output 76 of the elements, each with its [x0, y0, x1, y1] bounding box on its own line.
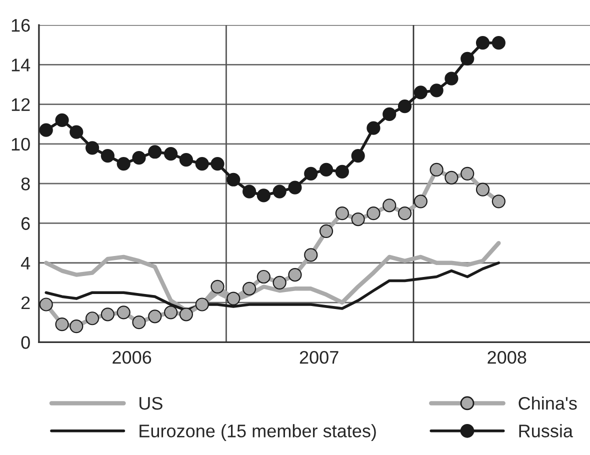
- point: [414, 86, 428, 100]
- point: [116, 306, 130, 320]
- point: [492, 36, 506, 50]
- point: [460, 52, 474, 66]
- point: [319, 162, 334, 177]
- point: [179, 308, 193, 322]
- point: [444, 170, 458, 184]
- point: [476, 36, 490, 50]
- point: [164, 147, 178, 161]
- point: [70, 320, 84, 334]
- point: [39, 123, 53, 137]
- point: [335, 164, 349, 179]
- point: [366, 121, 380, 135]
- point: [304, 248, 318, 262]
- point: [242, 184, 256, 198]
- point: [55, 113, 69, 127]
- x-tick-label: 2008: [488, 350, 526, 364]
- point: [304, 166, 318, 180]
- point: [351, 212, 365, 226]
- point: [492, 194, 506, 208]
- point: [256, 270, 270, 284]
- point: [476, 182, 490, 196]
- y-tick-label: 6: [21, 217, 30, 230]
- x-tick-label: 2007: [300, 350, 338, 364]
- point: [85, 312, 100, 326]
- point: [272, 276, 286, 290]
- point: [242, 282, 256, 296]
- point: [195, 298, 209, 312]
- point: [398, 99, 412, 114]
- point: [132, 316, 146, 330]
- point: [382, 198, 396, 212]
- point: [132, 151, 146, 165]
- point: [430, 84, 444, 98]
- point: [116, 156, 130, 171]
- point: [256, 188, 270, 202]
- point: [100, 149, 114, 163]
- point: [351, 149, 365, 163]
- y-tick-label: 12: [12, 98, 30, 111]
- point: [210, 156, 224, 171]
- point: [85, 141, 100, 155]
- point: [444, 72, 458, 86]
- legend-label: Russia: [519, 424, 573, 438]
- point: [39, 298, 53, 312]
- legend-label: China's: [518, 396, 577, 410]
- point: [430, 162, 444, 177]
- y-tick-label: 2: [21, 296, 30, 310]
- point: [164, 306, 178, 320]
- point: [195, 156, 209, 171]
- point: [335, 206, 349, 220]
- y-tick-label: 14: [12, 58, 30, 72]
- point: [55, 318, 69, 332]
- y-tick-label: 10: [12, 138, 30, 151]
- point: [288, 180, 302, 194]
- y-tick-label: 4: [20, 256, 30, 270]
- legend-label: Eurozone (15 member states): [140, 424, 376, 441]
- point: [319, 224, 334, 238]
- point: [148, 145, 162, 159]
- point: [226, 292, 240, 306]
- y-tick-label: 0: [21, 336, 30, 349]
- point: [179, 153, 193, 167]
- point: [414, 194, 428, 208]
- point: [366, 206, 380, 220]
- point: [272, 184, 286, 198]
- point: [70, 125, 84, 139]
- point: [148, 310, 162, 324]
- point: [226, 172, 240, 186]
- y-tick-label: 16: [12, 18, 30, 32]
- legend-label: US: [140, 396, 162, 410]
- y-tick-label: 8: [21, 178, 30, 190]
- point: [398, 206, 412, 220]
- point: [210, 280, 224, 294]
- point: [382, 107, 396, 122]
- point: [100, 308, 114, 322]
- point: [460, 166, 474, 180]
- x-tick-label: 2006: [112, 350, 152, 364]
- point: [288, 268, 302, 282]
